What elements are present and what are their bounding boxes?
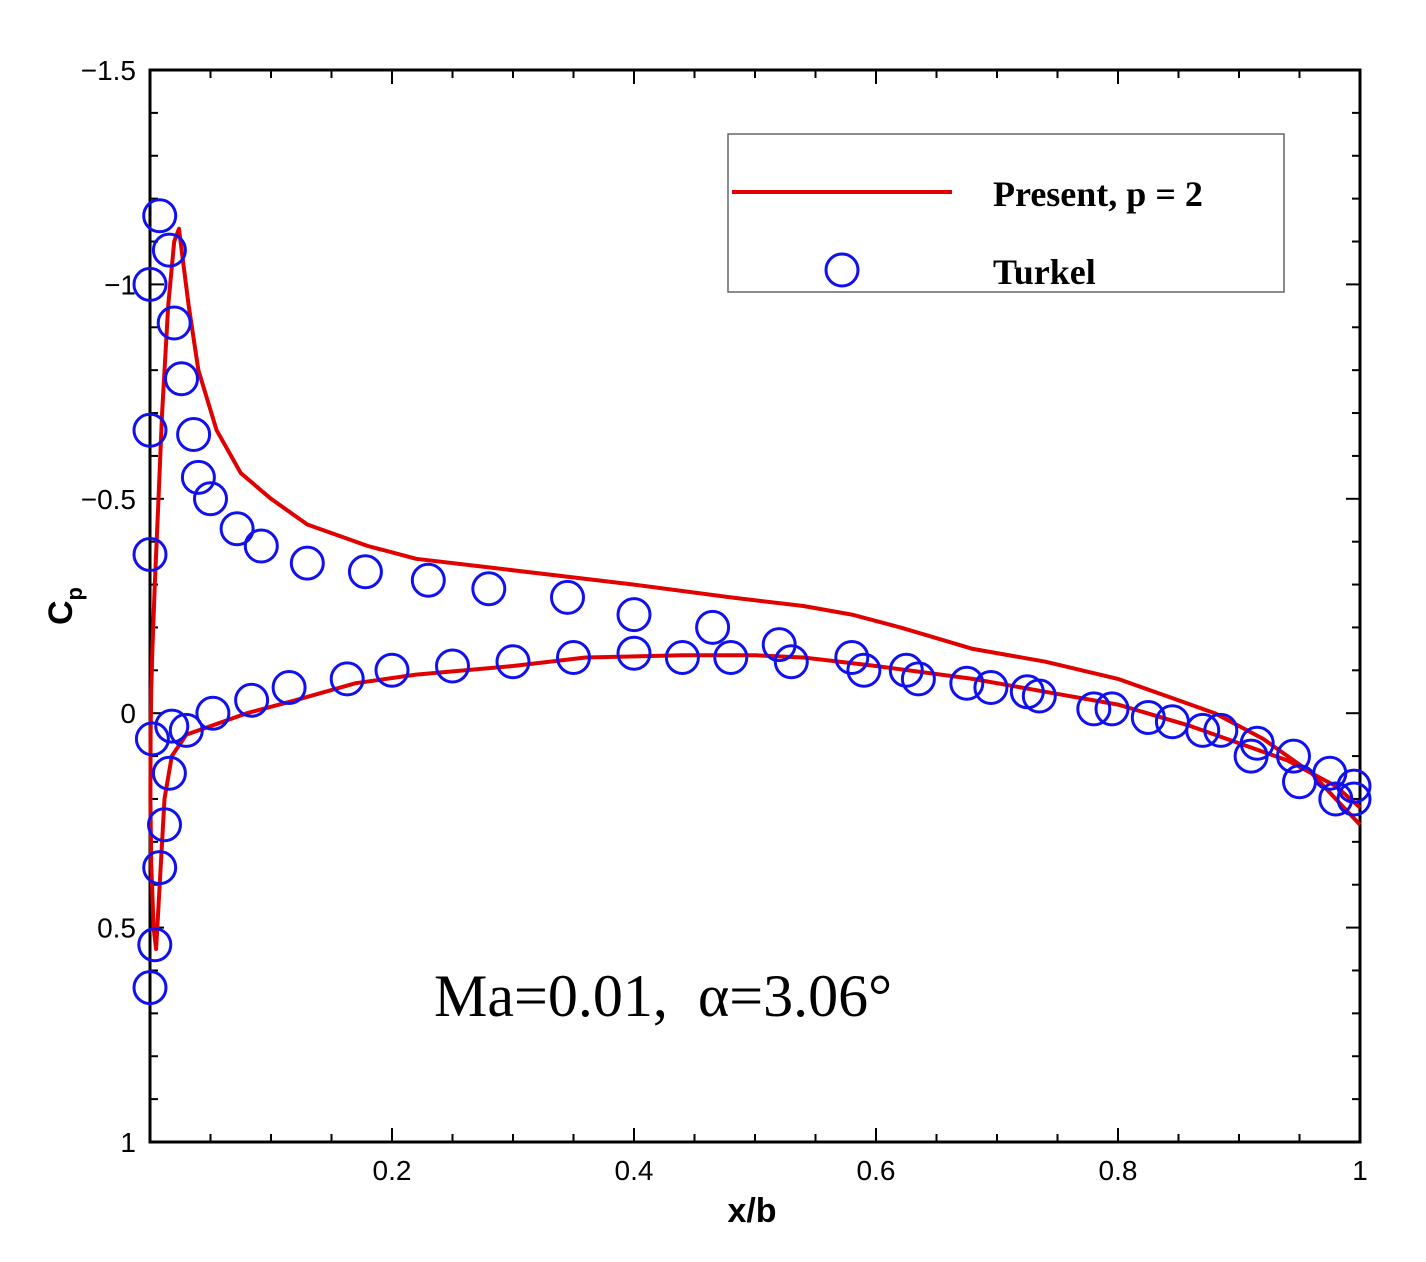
- turkel-marker: [616, 597, 652, 633]
- y-axis-label-subscript: p: [62, 587, 87, 600]
- turkel-marker: [168, 712, 204, 748]
- turkel-marker: [410, 562, 446, 598]
- turkel-marker: [616, 635, 652, 671]
- x-tick-label: 1: [1352, 1155, 1368, 1186]
- turkel-marker: [243, 528, 279, 564]
- turkel-marker: [164, 361, 199, 397]
- annotation: Ma=0.01, α=3.06°: [434, 963, 892, 1029]
- turkel-marker: [134, 721, 170, 757]
- turkel-marker: [271, 670, 307, 705]
- turkel-marker: [1203, 712, 1239, 748]
- turkel-marker: [176, 417, 212, 452]
- turkel-marker: [834, 640, 870, 675]
- turkel-marker: [713, 640, 749, 675]
- turkel-marker: [195, 695, 231, 731]
- turkel-marker: [1276, 738, 1311, 774]
- y-tick-label: −0.5: [81, 484, 136, 515]
- turkel-marker: [900, 661, 936, 697]
- legend: Present, p = 2 Turkel: [727, 133, 1285, 293]
- x-axis-label: x/b: [727, 1192, 776, 1230]
- turkel-marker: [219, 511, 255, 547]
- y-tick-label: −1.5: [81, 55, 136, 86]
- x-axis-ticks: 0.2 0.4 0.6 0.8 1: [209, 70, 1368, 1186]
- turkel-marker: [495, 644, 531, 680]
- turkel-marker: [664, 640, 700, 675]
- turkel-marker: [151, 232, 187, 268]
- turkel-marker: [695, 609, 731, 645]
- y-tick-label: 0.5: [97, 913, 136, 944]
- y-axis-label: Cp: [42, 587, 87, 625]
- turkel-marker: [1021, 678, 1057, 714]
- turkel-marker: [846, 652, 882, 688]
- turkel-marker: [329, 661, 365, 697]
- turkel-marker: [289, 545, 325, 581]
- legend-label-present: Present, p = 2: [993, 174, 1203, 214]
- legend-label-turkel: Turkel: [993, 252, 1096, 292]
- turkel-marker: [1130, 700, 1166, 735]
- turkel-marker: [132, 970, 168, 1006]
- turkel-marker: [156, 305, 192, 341]
- turkel-marker: [1336, 768, 1372, 804]
- turkel-marker: [347, 554, 383, 590]
- turkel-marker: [949, 665, 985, 701]
- y-tick-label: 0: [120, 698, 136, 729]
- turkel-marker: [132, 266, 168, 302]
- turkel-marker: [374, 652, 410, 688]
- turkel-marker: [550, 579, 585, 615]
- turkel-marker: [1154, 704, 1190, 740]
- turkel-marker: [1076, 691, 1112, 727]
- y-axis-ticks: −1.5 −1 −0.5 0 0.5 1: [81, 55, 1360, 1158]
- legend-box: [727, 133, 1285, 293]
- turkel-marker: [154, 708, 190, 744]
- turkel-marker: [761, 627, 797, 663]
- turkel-marker: [147, 807, 182, 843]
- turkel-marker: [773, 644, 809, 680]
- y-tick-label: −1: [104, 269, 136, 300]
- y-tick-label: 1: [120, 1127, 136, 1158]
- turkel-marker: [1094, 691, 1130, 727]
- turkel-marker: [435, 648, 470, 684]
- svg-text:Cp: Cp: [42, 587, 87, 625]
- turkel-marker: [1239, 725, 1275, 761]
- turkel-marker: [1318, 781, 1354, 817]
- turkel-marker: [132, 537, 168, 572]
- x-tick-label: 0.6: [857, 1155, 896, 1186]
- turkel-marker: [556, 640, 591, 675]
- x-tick-label: 0.8: [1099, 1155, 1138, 1186]
- x-tick-label: 0.4: [615, 1155, 654, 1186]
- y-axis-label-main: C: [42, 600, 80, 625]
- turkel-marker: [973, 670, 1009, 705]
- turkel-marker: [471, 571, 507, 607]
- turkel-marker: [142, 850, 178, 886]
- legend-marker-swatch: [824, 252, 860, 288]
- turkel-marker: [888, 652, 924, 688]
- turkel-marker: [132, 412, 168, 448]
- turkel-marker: [234, 682, 270, 718]
- turkel-marker: [1336, 781, 1372, 817]
- x-tick-label: 0.2: [373, 1155, 412, 1186]
- turkel-marker: [193, 481, 228, 517]
- turkel-marker: [137, 927, 173, 963]
- series-line-present: [148, 226, 1362, 951]
- turkel-marker: [142, 198, 178, 234]
- series-layer: [132, 198, 1372, 1006]
- turkel-marker: [180, 459, 216, 495]
- turkel-marker: [151, 755, 187, 791]
